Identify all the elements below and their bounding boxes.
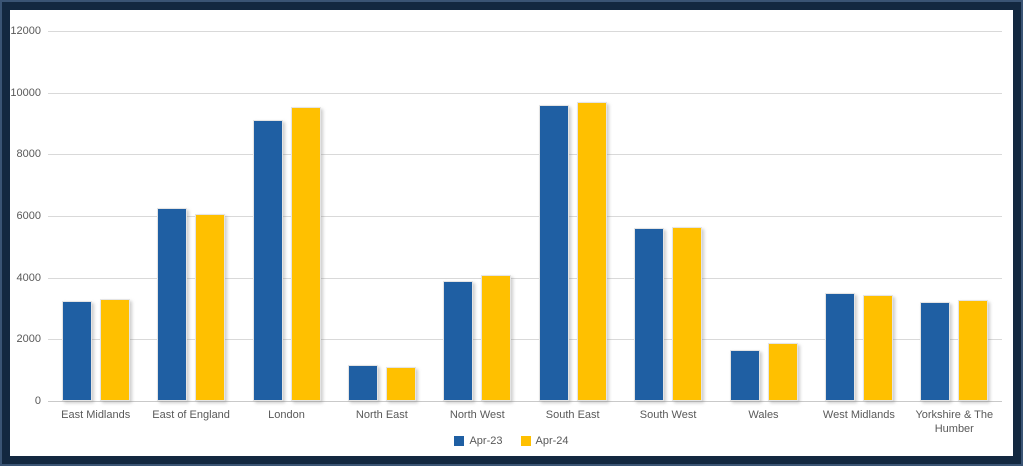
bar-apr-23-london xyxy=(252,120,283,401)
legend-item-apr-23: Apr-23 xyxy=(454,435,503,447)
chart-canvas: 0 2000 4000 6000 8000 10000 12000 East Midland… xyxy=(10,10,1013,456)
bar-apr-23-west-midlands xyxy=(824,293,855,401)
x-category-label-london: London xyxy=(268,409,305,421)
x-category-label-east-of-england: East of England xyxy=(152,409,230,421)
x-category-label-south-east: South East xyxy=(545,409,600,421)
gridline-12000 xyxy=(48,31,1002,32)
bar-apr-24-north-east xyxy=(385,367,416,401)
y-tick-label-2000: 2000 xyxy=(16,333,41,346)
x-category-label-east-midlands: East Midlands xyxy=(61,409,131,421)
bar-apr-24-wales xyxy=(767,343,798,401)
legend-label-apr-23: Apr-23 xyxy=(469,435,503,447)
bar-apr-23-north-west xyxy=(443,280,474,401)
bar-apr-24-east-midlands xyxy=(99,299,130,401)
y-tick-label-4000: 4000 xyxy=(16,271,41,284)
bar-apr-23-north-east xyxy=(347,364,378,401)
y-tick-label-8000: 8000 xyxy=(16,148,41,161)
chart-legend: Apr-23 Apr-24 xyxy=(10,433,1013,449)
legend-swatch-apr-23 xyxy=(454,436,465,446)
bar-apr-23-yorkshire-the-humber xyxy=(920,302,951,401)
bar-apr-23-south-east xyxy=(538,105,569,401)
x-category-label-west-midlands: West Midlands xyxy=(822,409,895,421)
x-category-label-yorkshire-the-humber: Yorkshire & The Humber xyxy=(915,409,994,436)
bar-apr-23-east-midlands xyxy=(61,300,92,401)
bar-apr-24-south-west xyxy=(672,226,703,401)
gridline-2000 xyxy=(48,339,1002,341)
bar-apr-23-south-west xyxy=(634,228,665,401)
y-tick-label-0: 0 xyxy=(34,395,41,407)
y-tick-label-6000: 6000 xyxy=(16,210,41,222)
bar-apr-24-west-midlands xyxy=(862,294,893,401)
x-category-label-wales: Wales xyxy=(748,409,779,421)
y-tick-label-10000: 10000 xyxy=(10,86,41,99)
legend-item-apr-24: Apr-24 xyxy=(520,435,569,447)
x-category-label-north-east: North East xyxy=(355,409,408,421)
bar-apr-24-north-west xyxy=(481,275,512,401)
gridline-4000 xyxy=(48,277,1002,279)
legend-label-apr-24: Apr-24 xyxy=(535,435,569,447)
gridline-8000 xyxy=(48,154,1002,156)
bar-apr-23-wales xyxy=(729,350,760,401)
x-category-label-north-west: North West xyxy=(449,409,505,421)
y-tick-label-12000: 12000 xyxy=(10,25,41,37)
bar-apr-24-east-of-england xyxy=(195,214,226,401)
x-axis-line xyxy=(48,401,1002,402)
bar-apr-24-london xyxy=(290,106,321,401)
bar-apr-24-south-east xyxy=(576,101,607,401)
x-category-label-south-west: South West xyxy=(639,409,697,421)
bar-apr-23-east-of-england xyxy=(157,208,188,401)
gridline-6000 xyxy=(48,216,1002,217)
legend-swatch-apr-24 xyxy=(520,436,531,446)
gridline-10000 xyxy=(48,92,1002,94)
bar-apr-24-yorkshire-the-humber xyxy=(958,300,989,401)
